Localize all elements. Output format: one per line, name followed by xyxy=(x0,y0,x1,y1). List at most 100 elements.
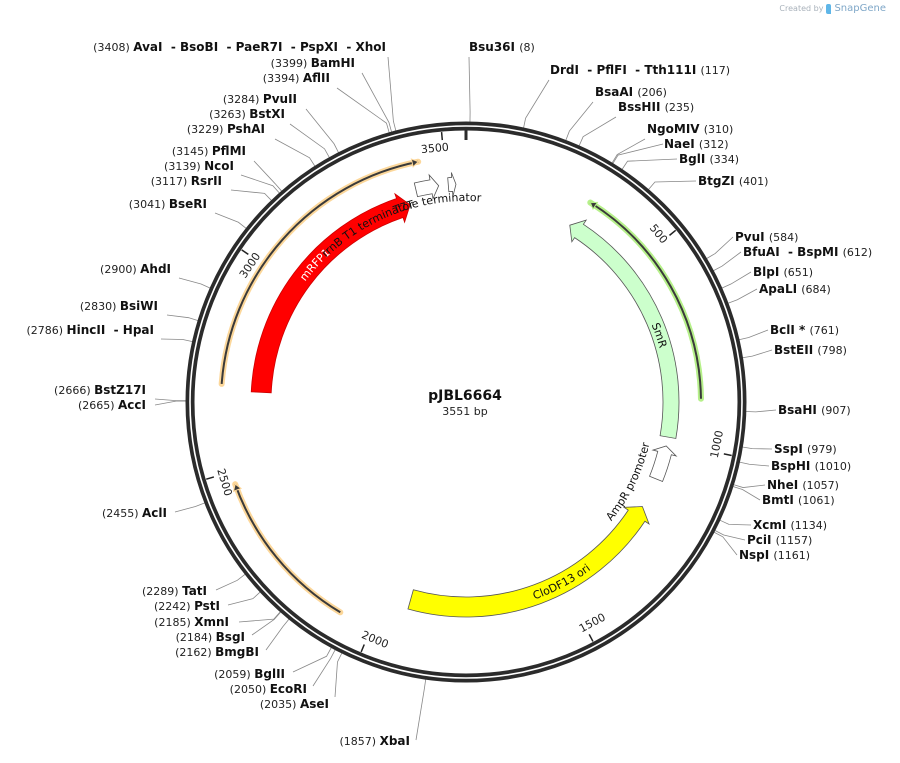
site-bsshii[interactable]: BssHII (235) xyxy=(618,100,694,114)
svg-text:(2900) AhdI: (2900) AhdI xyxy=(100,262,171,276)
site-bsgi[interactable]: (2184) BsgI xyxy=(176,630,245,644)
site-naei[interactable]: NaeI (312) xyxy=(664,137,729,151)
site-name: BsaHI xyxy=(778,403,821,417)
site-leader xyxy=(648,180,697,190)
svg-text:BclI * (761): BclI * (761) xyxy=(770,323,839,337)
site-sspi[interactable]: SspI (979) xyxy=(774,442,837,456)
site-bamhi[interactable]: (3399) BamHI xyxy=(271,56,355,70)
site-bsahi[interactable]: BsaHI (907) xyxy=(778,403,851,417)
site-aflii[interactable]: (3394) AflII xyxy=(263,71,330,85)
site-position: (3117) xyxy=(151,175,191,188)
site-name: SspI xyxy=(774,442,807,456)
site-leader xyxy=(578,116,617,147)
site-bsphi[interactable]: BspHI (1010) xyxy=(771,459,851,473)
site-name: BtgZI xyxy=(698,174,739,188)
site-position: (3139) xyxy=(164,160,204,173)
site-apali[interactable]: ApaLI (684) xyxy=(759,282,831,296)
site-leader xyxy=(468,56,471,123)
tick-mark xyxy=(588,634,594,642)
site-nspi[interactable]: NspI (1161) xyxy=(739,548,810,562)
site-leader-lines xyxy=(154,56,777,741)
site-leader xyxy=(621,158,678,170)
svg-text:(2830) BsiWI: (2830) BsiWI xyxy=(80,299,158,313)
site-ngomiv[interactable]: NgoMIV (310) xyxy=(647,122,733,136)
site-tati[interactable]: (2289) TatI xyxy=(142,584,207,598)
tick-label: 1000 xyxy=(708,429,726,459)
site-pvui[interactable]: PvuI (584) xyxy=(735,230,798,244)
svg-text:BlpI (651): BlpI (651) xyxy=(753,265,813,279)
site-bmti[interactable]: BmtI (1061) xyxy=(762,493,835,507)
site-position: (2830) xyxy=(80,300,120,313)
site-hincii[interactable]: (2786) HincII - HpaI xyxy=(26,323,154,337)
site-ahdi[interactable]: (2900) AhdI xyxy=(100,262,171,276)
site-acci[interactable]: (2665) AccI xyxy=(78,398,146,412)
site-name: XmnI xyxy=(194,615,229,629)
site-bsteii[interactable]: BstEII (798) xyxy=(774,343,847,357)
site-position: (1010) xyxy=(815,460,852,473)
site-bfuai[interactable]: BfuAI - BspMI (612) xyxy=(743,245,872,259)
site-name: NcoI xyxy=(204,159,234,173)
site-bsu36i[interactable]: Bsu36I (8) xyxy=(469,40,535,54)
site-position: (684) xyxy=(801,283,831,296)
orf-arrow-icon xyxy=(232,483,243,493)
site-bstz17i[interactable]: (2666) BstZ17I xyxy=(54,383,146,397)
site-position: (3399) xyxy=(271,57,311,70)
site-leader xyxy=(713,531,738,556)
site-pshai[interactable]: (3229) PshAI xyxy=(187,122,265,136)
site-pcii[interactable]: PciI (1157) xyxy=(747,533,812,547)
orf-arcs xyxy=(218,158,704,616)
plasmid-name: pJBL6664 xyxy=(428,388,502,404)
site-leader xyxy=(732,486,761,501)
svg-text:(3284) PvuII: (3284) PvuII xyxy=(223,92,297,106)
site-leader xyxy=(292,647,332,673)
svg-text:PvuI (584): PvuI (584) xyxy=(735,230,798,244)
site-pvuii[interactable]: (3284) PvuII xyxy=(223,92,297,106)
site-blpi[interactable]: BlpI (651) xyxy=(753,265,813,279)
site-xbai[interactable]: (1857) XbaI xyxy=(340,734,410,748)
site-leader xyxy=(265,618,290,651)
site-bglii[interactable]: (2059) BglII xyxy=(214,667,285,681)
site-psti[interactable]: (2242) PstI xyxy=(154,599,220,613)
site-bsiwi[interactable]: (2830) BsiWI xyxy=(80,299,158,313)
site-pflmi[interactable]: (3145) PflMI xyxy=(172,144,246,158)
site-name: NgoMIV xyxy=(647,122,704,136)
site-leader xyxy=(565,101,594,141)
site-position: (2059) xyxy=(214,668,254,681)
site-leader xyxy=(215,573,246,591)
site-btgzi[interactable]: BtgZI (401) xyxy=(698,174,768,188)
tick-label: 2500 xyxy=(214,467,234,498)
site-leader xyxy=(166,314,199,321)
site-drdi[interactable]: DrdI - PflFI - Tth111I (117) xyxy=(550,63,730,77)
site-acli[interactable]: (2455) AclI xyxy=(102,506,167,520)
site-leader xyxy=(238,611,281,623)
site-avai[interactable]: (3408) AvaI - BsoBI - PaeR7I - PspXI - X… xyxy=(93,40,386,54)
site-position: (1061) xyxy=(798,494,835,507)
tick-mark xyxy=(723,453,732,457)
site-bstxi[interactable]: (3263) BstXI xyxy=(209,107,285,121)
site-xcmi[interactable]: XcmI (1134) xyxy=(753,518,827,532)
site-leader xyxy=(387,56,397,132)
site-position: (117) xyxy=(700,64,730,77)
site-bseri[interactable]: (3041) BseRI xyxy=(129,197,207,211)
site-xmni[interactable]: (2185) XmnI xyxy=(154,615,229,629)
site-position: (3408) xyxy=(93,41,133,54)
feature-mrfp1: mRFP1 xyxy=(250,192,411,394)
site-position: (2050) xyxy=(230,683,270,696)
site-ecori[interactable]: (2050) EcoRI xyxy=(230,682,307,696)
orf-orange-top xyxy=(218,158,422,387)
site-rsrii[interactable]: (3117) RsrII xyxy=(151,174,222,188)
site-nhei[interactable]: NheI (1057) xyxy=(767,478,839,492)
site-position: (761) xyxy=(809,324,839,337)
svg-text:BstEII (798): BstEII (798) xyxy=(774,343,847,357)
site-leader xyxy=(714,530,746,541)
site-ncoi[interactable]: (3139) NcoI xyxy=(164,159,234,173)
site-position: (2184) xyxy=(176,631,216,644)
svg-text:(3229) PshAI: (3229) PshAI xyxy=(187,122,265,136)
site-bmgbi[interactable]: (2162) BmgBI xyxy=(175,645,259,659)
site-bgli[interactable]: BglI (334) xyxy=(679,152,739,166)
site-leader xyxy=(240,174,280,194)
site-bcli[interactable]: BclI * (761) xyxy=(770,323,839,337)
site-bsaai[interactable]: BsaAI (206) xyxy=(595,85,667,99)
site-asei[interactable]: (2035) AseI xyxy=(260,697,329,711)
